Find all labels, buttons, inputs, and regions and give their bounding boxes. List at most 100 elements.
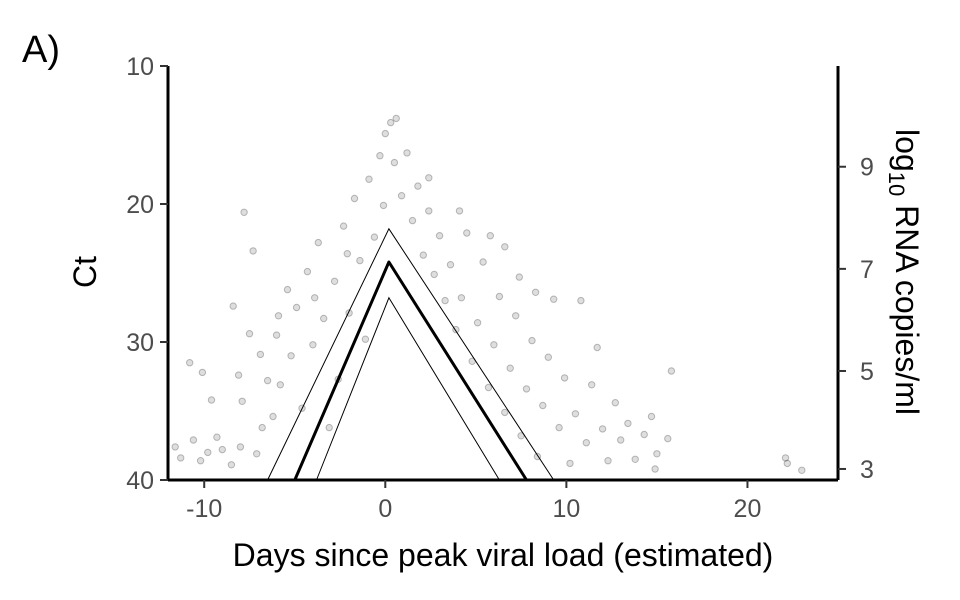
data-point (236, 443, 245, 451)
data-point (311, 294, 319, 302)
data-point (392, 114, 400, 123)
data-point (287, 352, 295, 360)
data-point (531, 288, 540, 296)
data-point (640, 430, 648, 439)
data-point (425, 207, 433, 215)
data-point (207, 396, 216, 404)
data-point (667, 367, 676, 375)
data-point (397, 192, 406, 200)
data-point (490, 341, 498, 349)
data-point (522, 385, 531, 393)
data-point (269, 412, 277, 421)
data-point (283, 285, 292, 294)
data-point (604, 457, 612, 465)
data-point (314, 238, 322, 247)
data-point (577, 296, 585, 305)
data-point (292, 303, 301, 312)
fit-band-upper (267, 227, 555, 481)
data-point (435, 232, 444, 240)
data-point (501, 408, 509, 417)
data-point (446, 261, 455, 269)
data-point (664, 434, 672, 443)
data-point (598, 425, 607, 433)
data-point (512, 312, 520, 320)
data-point (249, 247, 257, 255)
data-point (370, 233, 379, 241)
data-point (544, 353, 552, 361)
data-point (238, 397, 246, 405)
data-point (365, 175, 373, 183)
data-point (533, 452, 542, 461)
data-point (361, 335, 370, 343)
y-tick-label: 20 (126, 191, 154, 219)
y2-axis-title: log10 RNA copies/ml (884, 129, 925, 415)
data-point (653, 450, 661, 458)
data-points (171, 114, 806, 474)
x-tick-label: 0 (378, 495, 392, 523)
data-point (495, 292, 504, 301)
data-point (517, 432, 525, 440)
data-point (528, 336, 536, 345)
y-axis-title: Ct (67, 256, 103, 288)
y2-tick-label: 5 (860, 358, 874, 386)
data-point (245, 330, 254, 338)
data-point (387, 118, 395, 127)
data-point (414, 182, 422, 190)
data-point (484, 383, 493, 392)
data-point (240, 208, 248, 217)
data-point (213, 433, 221, 441)
data-point (617, 436, 625, 444)
data-point (571, 410, 580, 418)
x-axis-ticks: -10 0 10 20 (186, 480, 761, 523)
data-point (258, 423, 266, 432)
x-tick-label: 20 (734, 495, 762, 523)
data-point (651, 465, 659, 473)
y2-tick-label: 3 (860, 456, 874, 484)
data-point (263, 376, 272, 385)
y-tick-label: 10 (126, 53, 154, 81)
data-point (381, 129, 389, 138)
y2-axis-title-prefix: log (889, 129, 925, 172)
y2-tick-label: 7 (860, 256, 874, 284)
data-point (419, 251, 427, 259)
data-point (555, 423, 563, 432)
data-point (430, 270, 438, 279)
data-point (455, 207, 464, 215)
fit-lines (293, 260, 528, 481)
fit-band-lower (316, 296, 500, 481)
y2-axis-ticks: 9 7 5 3 (838, 154, 874, 484)
data-point (468, 357, 476, 365)
data-point (177, 454, 185, 462)
data-point (198, 368, 207, 377)
data-point (798, 466, 806, 474)
data-point (631, 455, 639, 463)
x-axis-title: Days since peak viral load (estimated) (233, 537, 774, 573)
data-point (593, 343, 601, 352)
data-point (218, 445, 227, 454)
data-point (506, 364, 514, 372)
data-point (550, 295, 558, 303)
data-point (309, 341, 317, 349)
data-point (274, 312, 283, 320)
data-point (390, 158, 399, 167)
data-point (588, 381, 596, 389)
data-point (186, 359, 194, 367)
data-point (560, 374, 569, 382)
data-point (566, 459, 574, 468)
data-point (356, 256, 364, 265)
data-point (350, 194, 359, 203)
data-point (320, 314, 328, 323)
data-point (234, 371, 243, 379)
y-tick-label: 30 (126, 329, 154, 357)
data-point (196, 457, 205, 465)
data-point (403, 149, 411, 157)
data-point (783, 459, 791, 468)
x-tick-label: -10 (186, 495, 222, 523)
data-point (441, 296, 449, 305)
data-point (272, 331, 281, 339)
data-point (376, 152, 384, 160)
y2-tick-label: 9 (860, 154, 874, 182)
data-point (457, 294, 466, 302)
data-point (408, 216, 417, 225)
